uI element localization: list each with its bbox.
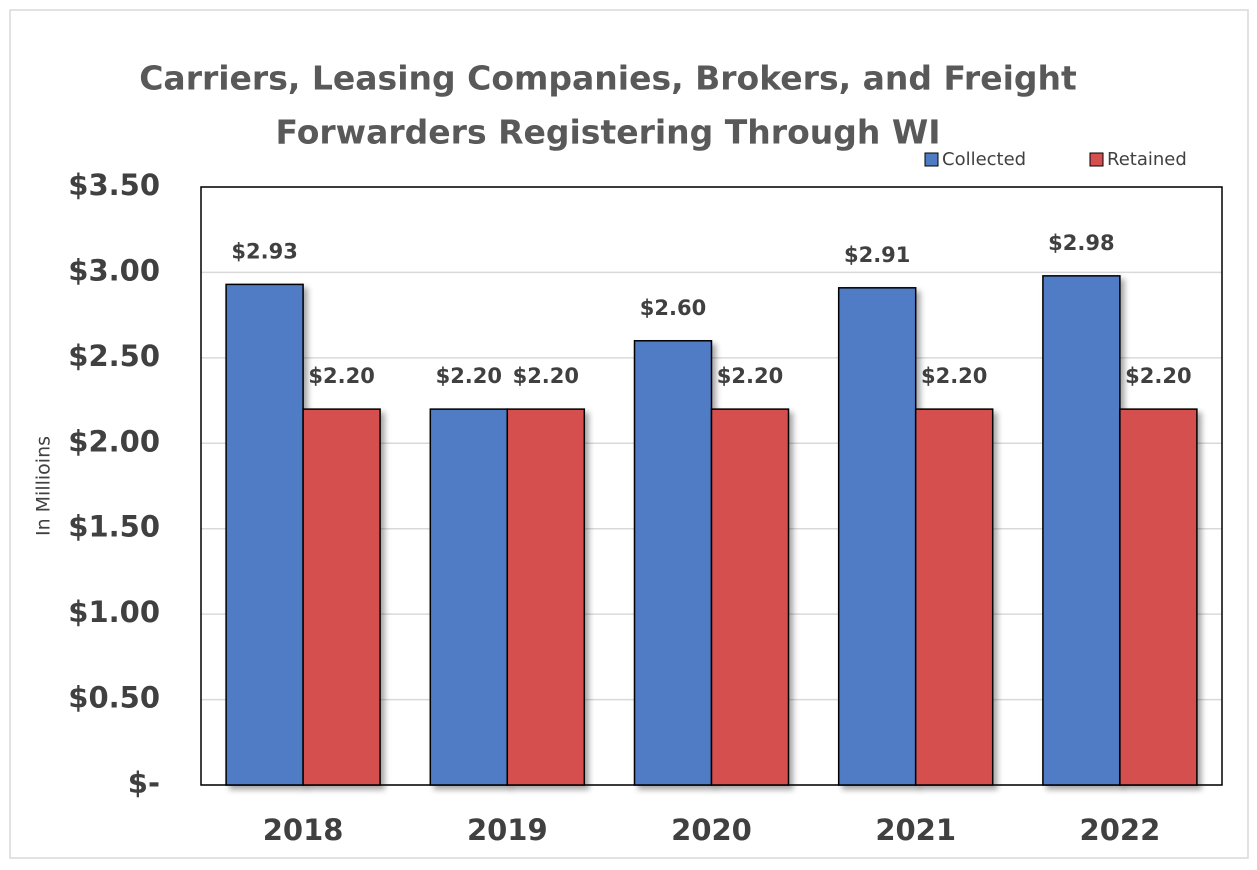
data-label: $2.60 bbox=[640, 296, 706, 320]
data-label: $2.20 bbox=[308, 364, 374, 388]
x-tick-label: 2018 bbox=[263, 813, 344, 847]
y-tick-label: $1.50 bbox=[68, 510, 160, 544]
y-tick-label: $3.00 bbox=[68, 253, 160, 287]
x-tick-label: 2021 bbox=[875, 813, 956, 847]
data-label: $2.93 bbox=[231, 239, 297, 263]
data-label: $2.20 bbox=[513, 364, 579, 388]
legend-label: Collected bbox=[942, 149, 1026, 170]
data-label: $2.20 bbox=[921, 364, 987, 388]
x-tick-label: 2022 bbox=[1080, 813, 1161, 847]
bar bbox=[302, 408, 381, 786]
chart-title: Forwarders Registering Through WI bbox=[275, 113, 940, 152]
legend-swatch bbox=[1089, 152, 1104, 167]
bar bbox=[710, 408, 790, 786]
chart-border bbox=[9, 9, 1249, 859]
chart-title: Carriers, Leasing Companies, Brokers, an… bbox=[139, 59, 1077, 98]
bar bbox=[633, 340, 713, 786]
data-label: $2.20 bbox=[1125, 364, 1191, 388]
y-tick-label: $2.00 bbox=[68, 424, 160, 458]
data-label: $2.91 bbox=[844, 243, 910, 267]
x-tick-label: 2020 bbox=[671, 813, 752, 847]
data-label: $2.20 bbox=[436, 364, 502, 388]
bar bbox=[837, 287, 917, 786]
bar bbox=[506, 408, 586, 786]
bar bbox=[1119, 408, 1198, 786]
bar bbox=[429, 408, 509, 786]
y-tick-label: $0.50 bbox=[68, 681, 160, 715]
bar bbox=[1042, 275, 1121, 786]
legend-swatch bbox=[924, 152, 939, 167]
bar bbox=[225, 283, 304, 786]
data-label: $2.20 bbox=[717, 364, 783, 388]
y-tick-label: $2.50 bbox=[68, 339, 160, 373]
x-tick-label: 2019 bbox=[467, 813, 548, 847]
data-label: $2.98 bbox=[1048, 231, 1114, 255]
y-tick-label: $- bbox=[128, 766, 160, 800]
bar bbox=[914, 408, 994, 786]
y-axis-label: In Millioins bbox=[33, 436, 55, 536]
y-tick-label: $3.50 bbox=[68, 168, 160, 202]
y-tick-label: $1.00 bbox=[68, 595, 160, 629]
legend-label: Retained bbox=[1107, 149, 1187, 170]
